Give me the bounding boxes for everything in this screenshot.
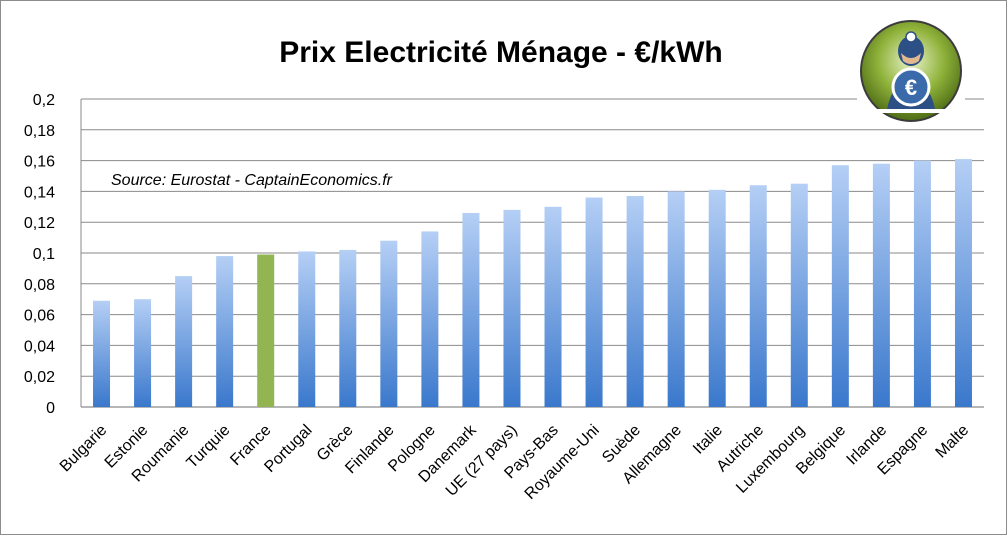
x-tick-label: Royaume-Uni (522, 422, 603, 503)
y-tick-label: 0,02 (24, 369, 55, 386)
bar (380, 240, 398, 407)
bar (421, 231, 439, 407)
bar (831, 165, 849, 407)
y-tick-label: 0,18 (24, 123, 55, 140)
y-tick-label: 0,08 (24, 277, 55, 294)
bar (175, 276, 193, 407)
bar (626, 196, 644, 407)
x-tick-label: UE (27 pays) (443, 422, 521, 500)
bar (93, 300, 111, 407)
bar (749, 185, 767, 407)
bar (667, 191, 685, 407)
bar (503, 209, 521, 407)
bar (872, 163, 890, 407)
bar (298, 251, 316, 407)
bar (913, 160, 931, 407)
bar (134, 299, 152, 407)
bar (257, 254, 275, 407)
y-tick-label: 0,04 (24, 338, 55, 355)
x-axis-ticks: BulgarieEstonieRoumanieTurquieFrancePort… (57, 421, 973, 503)
y-tick-label: 0,12 (24, 215, 55, 232)
bar (462, 212, 480, 407)
source-annotation: Source: Eurostat - CaptainEconomics.fr (111, 172, 393, 189)
bar (585, 197, 603, 407)
y-tick-label: 0,16 (24, 154, 55, 171)
svg-text:€: € (905, 75, 917, 100)
bar (954, 159, 972, 407)
bar (790, 183, 808, 407)
y-tick-label: 0,14 (24, 184, 55, 201)
bar (339, 249, 357, 407)
bar (708, 189, 726, 407)
x-tick-label: Bulgarie (57, 422, 111, 476)
y-tick-label: 0,06 (24, 308, 55, 325)
captain-economics-euro-shield-logo: € (857, 20, 965, 122)
x-tick-label: Italie (690, 422, 726, 458)
y-axis-ticks: 0 0,02 0,04 0,06 0,08 0,1 0,12 0,14 0,16 0,18 0,2 (24, 92, 55, 417)
bar (544, 206, 562, 407)
x-tick-label: Malte (933, 422, 973, 462)
bars (93, 159, 972, 407)
y-tick-label: 0 (46, 400, 55, 417)
x-tick-label: Turquie (184, 422, 234, 472)
y-tick-label: 0,2 (33, 92, 55, 109)
chart-title: Prix Electricité Ménage - €/kWh (279, 36, 722, 69)
bar (216, 256, 234, 407)
y-tick-label: 0,1 (33, 246, 55, 263)
